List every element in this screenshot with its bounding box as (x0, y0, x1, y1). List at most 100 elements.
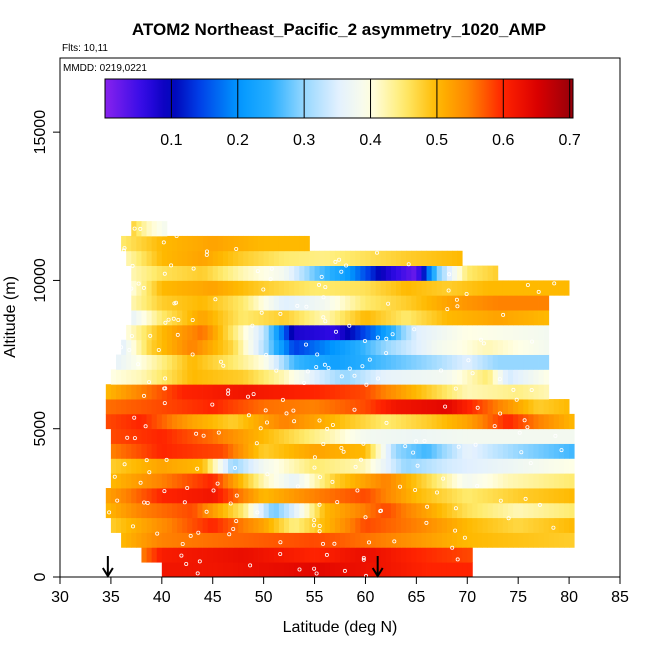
heat-cell (558, 399, 565, 415)
heat-cell (365, 354, 371, 370)
heat-cell (187, 458, 193, 474)
y-tick-label: 10000 (32, 258, 49, 303)
heat-cell (329, 265, 336, 281)
heat-cell (141, 384, 147, 400)
heat-cell (329, 488, 336, 504)
heat-cell (523, 324, 529, 341)
heat-cell (457, 250, 463, 266)
heat-cell (304, 547, 310, 563)
heat-cell (472, 265, 478, 281)
heat-cell (365, 562, 371, 577)
heat-cell (462, 443, 468, 459)
heat-cell (508, 324, 514, 341)
heat-cell (457, 562, 463, 577)
heat-cell (278, 295, 285, 311)
sample-point (462, 535, 467, 540)
heat-cell (197, 547, 203, 563)
sample-point (453, 386, 458, 391)
heat-cell (508, 517, 514, 533)
heat-cell (258, 310, 265, 326)
heat-cell (467, 265, 473, 281)
heat-cell (396, 280, 402, 296)
sample-point (456, 444, 461, 449)
heat-cell (238, 532, 244, 548)
heat-cell (441, 265, 448, 281)
heat-cell (197, 488, 203, 504)
heat-cell (248, 517, 254, 533)
heat-cell (370, 280, 377, 296)
sample-point (323, 285, 328, 290)
heat-cell (406, 250, 412, 266)
heat-cell (558, 443, 565, 459)
heat-cell (284, 458, 290, 474)
heat-cell (345, 265, 351, 281)
sample-point (291, 408, 296, 413)
heat-cell (110, 413, 117, 430)
sample-point (364, 573, 368, 577)
sample-point (325, 426, 330, 431)
sample-point (455, 304, 460, 309)
heat-cell (233, 443, 239, 459)
heat-cell (233, 399, 239, 415)
heat-cell (355, 473, 361, 489)
sample-point (112, 474, 117, 479)
heat-cell (263, 517, 270, 533)
heat-cell (345, 354, 351, 370)
heat-cell (161, 280, 168, 296)
heat-cell (543, 310, 550, 326)
heat-cell (533, 517, 539, 533)
heat-cell (452, 384, 458, 400)
heat-cell (309, 413, 315, 430)
heat-cell (299, 265, 305, 281)
sample-point (195, 571, 200, 576)
heat-cell (441, 324, 448, 341)
heat-cell (518, 399, 524, 415)
heat-cell (446, 265, 453, 281)
heat-cell (508, 473, 514, 489)
heat-cell (467, 547, 473, 563)
heat-cell (151, 399, 158, 415)
heat-cell (370, 250, 377, 266)
heat-cell (396, 547, 402, 563)
heat-cell (329, 532, 336, 548)
heat-cell (121, 339, 127, 355)
heat-cell (294, 295, 300, 311)
heat-cell (126, 428, 132, 444)
heat-cell (212, 517, 219, 533)
sample-point (254, 441, 259, 446)
heat-cell (324, 532, 331, 548)
heat-cell (319, 369, 326, 385)
heat-cell (233, 339, 239, 355)
heat-cell (187, 443, 193, 459)
heat-cell (116, 458, 122, 474)
sample-point (397, 484, 402, 489)
heat-cell (513, 428, 519, 444)
chart-title: ATOM2 Northeast_Pacific_2 asymmetry_1020… (132, 20, 546, 39)
heat-cell (278, 473, 285, 489)
heat-cell (370, 354, 377, 370)
heat-cell (569, 532, 575, 548)
heat-cell (340, 443, 346, 459)
heat-cell (146, 473, 153, 489)
heat-cell (538, 280, 545, 296)
heat-cell (375, 310, 382, 326)
sample-point (292, 419, 297, 424)
heat-cell (523, 502, 529, 519)
colorbar-rect (104, 78, 574, 119)
sample-point (559, 448, 564, 453)
heat-cell (141, 517, 147, 533)
heat-cell (396, 458, 402, 474)
heat-cell (273, 473, 280, 489)
heat-cell (446, 562, 453, 577)
heat-cell (202, 473, 209, 489)
heat-cell (151, 310, 158, 326)
heat-cell (172, 547, 178, 563)
heat-cell (411, 295, 417, 311)
heat-cell (110, 502, 117, 519)
heat-cell (487, 399, 494, 415)
heat-cell (538, 488, 545, 504)
heat-cell (238, 265, 244, 281)
heat-cell (457, 399, 463, 415)
heat-cell (248, 384, 254, 400)
